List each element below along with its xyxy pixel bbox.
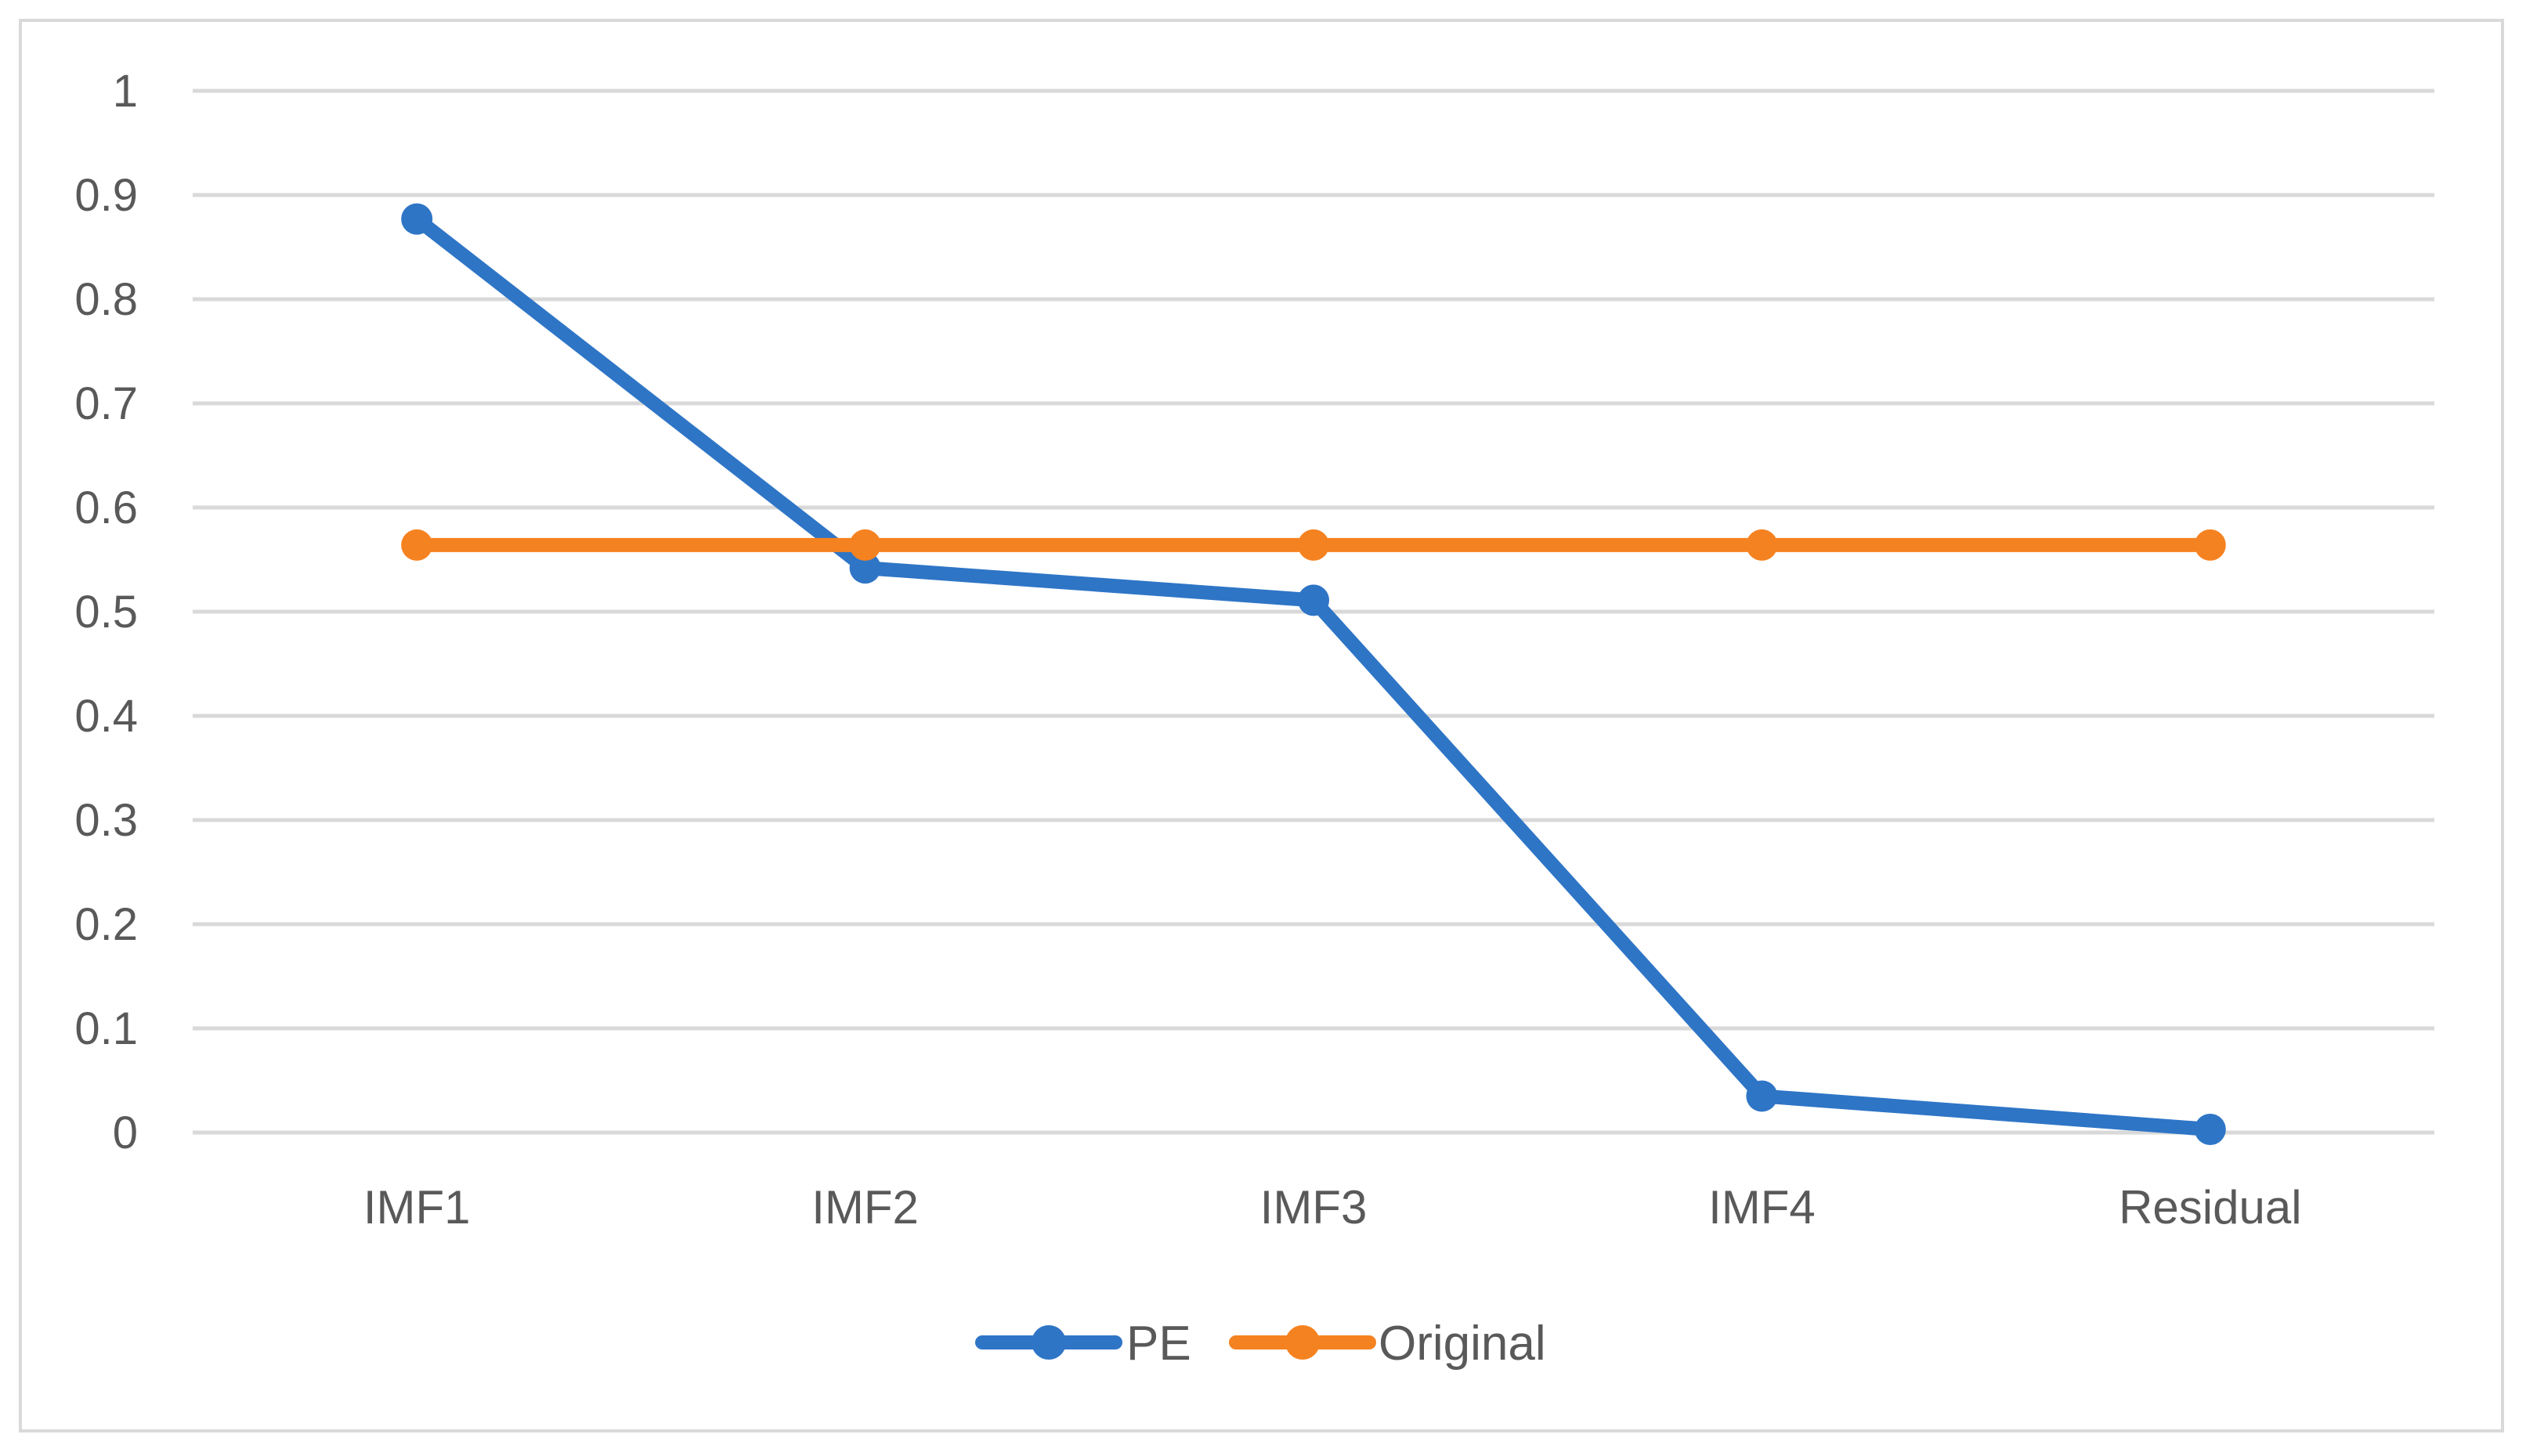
x-tick-label: IMF1 <box>363 1181 471 1234</box>
series-original <box>401 529 2226 561</box>
legend-item-original: Original <box>1229 1317 1546 1371</box>
y-tick-label: 0.5 <box>74 587 138 638</box>
y-tick-label: 0.4 <box>74 691 138 742</box>
data-point <box>401 529 433 561</box>
y-tick-label: 0.8 <box>74 274 138 325</box>
data-point <box>1746 1080 1778 1112</box>
legend-item-pe: PE <box>975 1317 1191 1371</box>
x-tick-label: Residual <box>2119 1181 2301 1234</box>
y-tick-label: 0.2 <box>74 899 138 950</box>
legend-swatch-marker <box>1285 1325 1320 1360</box>
data-point <box>2194 1114 2226 1146</box>
gridlines <box>193 89 2434 1135</box>
legend: PE Original <box>975 1317 1546 1371</box>
y-tick-label: 0.1 <box>74 1003 138 1054</box>
series-pe <box>401 203 2226 1146</box>
y-tick-label: 0.7 <box>74 378 138 429</box>
data-point <box>849 552 881 584</box>
data-point <box>849 529 881 561</box>
y-axis-ticks: 0 0.1 0.2 0.3 0.4 0.5 0.6 0.7 0.8 0.9 1 <box>74 66 138 1158</box>
y-tick-label: 0.9 <box>74 170 138 221</box>
x-tick-label: IMF4 <box>1708 1181 1816 1234</box>
chart-frame <box>19 19 2504 1433</box>
data-point <box>2194 529 2226 561</box>
y-tick-label: 1 <box>113 66 138 117</box>
legend-swatch-marker <box>1032 1325 1066 1360</box>
y-tick-label: 0.6 <box>74 482 138 533</box>
data-point <box>1298 529 1329 561</box>
x-axis-labels: IMF1 IMF2 IMF3 IMF4 Residual <box>363 1181 2302 1234</box>
legend-label: PE <box>1126 1317 1191 1371</box>
data-point <box>401 203 433 235</box>
x-tick-label: IMF3 <box>1260 1181 1368 1234</box>
x-tick-label: IMF2 <box>811 1181 919 1234</box>
data-point <box>1298 584 1329 616</box>
data-point <box>1746 529 1778 561</box>
legend-label: Original <box>1379 1317 1546 1371</box>
y-tick-label: 0 <box>113 1107 138 1158</box>
y-tick-label: 0.3 <box>74 795 138 846</box>
series-layer <box>401 203 2226 1146</box>
series-line <box>410 211 2217 1137</box>
